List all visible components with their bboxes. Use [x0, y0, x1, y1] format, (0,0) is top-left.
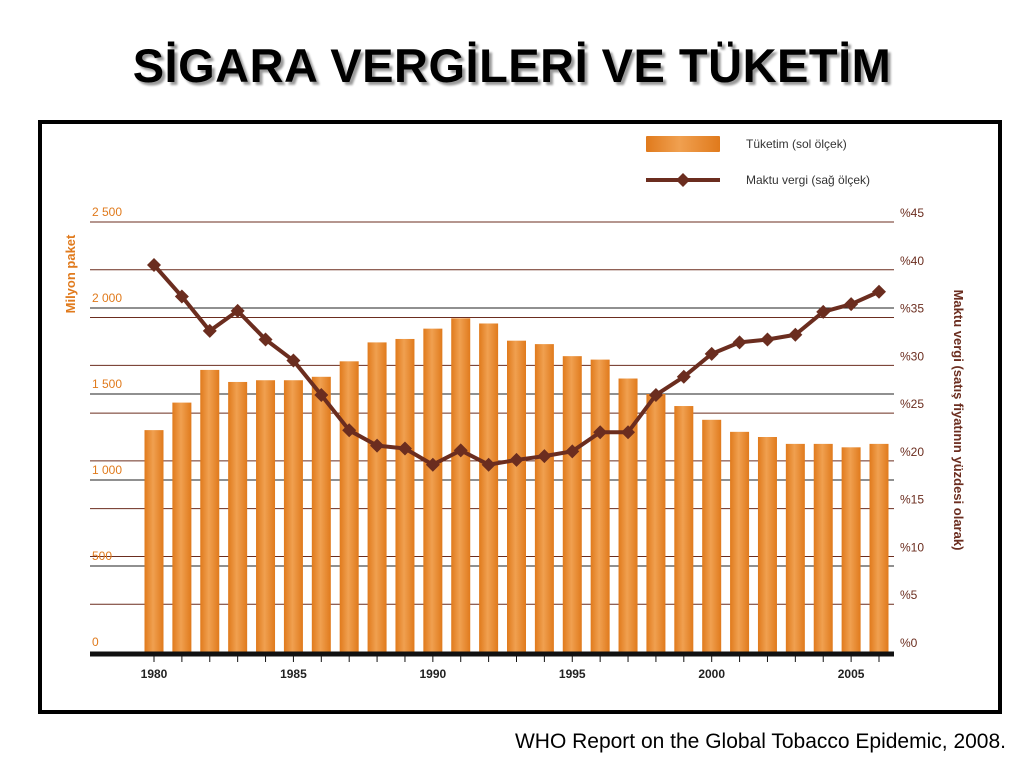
tax-point [258, 332, 273, 347]
bar [172, 402, 192, 652]
bar [590, 359, 610, 652]
tax-point [593, 425, 608, 440]
legend-bar-label: Tüketim (sol ölçek) [746, 137, 847, 151]
bar [841, 447, 861, 652]
legend: Tüketim (sol ölçek) Maktu vergi (sağ ölç… [646, 136, 870, 187]
left-tick-label: 2 000 [92, 291, 122, 305]
bar [674, 406, 694, 652]
grid-lines [90, 221, 894, 653]
bar-series [144, 318, 889, 652]
bar [507, 340, 526, 652]
left-tick-label: 1 500 [92, 377, 122, 391]
right-tick-label: %45 [900, 206, 924, 220]
bar [646, 394, 666, 652]
tax-point [342, 423, 357, 438]
tax-point [704, 346, 719, 361]
tax-point [202, 323, 217, 338]
bar [283, 380, 303, 652]
tax-point [453, 443, 468, 458]
bar [869, 443, 889, 652]
bar [534, 344, 554, 652]
bar [702, 419, 722, 652]
bar [757, 437, 777, 652]
bar [395, 338, 415, 652]
right-tick-label: %40 [900, 254, 924, 268]
tax-point [816, 304, 831, 319]
tax-point [732, 335, 747, 350]
tax-point [286, 353, 301, 368]
x-tick-label: 1995 [559, 667, 586, 681]
bar [813, 443, 833, 652]
tax-point [537, 449, 552, 464]
bar [200, 369, 220, 652]
tax-point [174, 289, 189, 304]
left-tick-label: 2 500 [92, 205, 122, 219]
bar [562, 356, 582, 652]
right-tick-label: %35 [900, 302, 924, 316]
bar [730, 431, 750, 652]
bar [228, 381, 248, 652]
tax-point [425, 457, 440, 472]
x-tick-label: 2005 [838, 667, 865, 681]
bar [256, 380, 276, 652]
line-series [147, 258, 886, 472]
right-tick-label: %0 [900, 636, 918, 650]
right-tick-label: %25 [900, 397, 924, 411]
bar [367, 342, 387, 652]
tax-point [230, 303, 245, 318]
x-tick-label: 1990 [419, 667, 446, 681]
source-note: WHO Report on the Global Tobacco Epidemi… [514, 730, 1006, 753]
tax-point [370, 438, 385, 453]
bar [144, 430, 164, 652]
slide-title: SİGARA VERGİLERİ VE TÜKETİM [132, 39, 892, 92]
tax-point [621, 425, 636, 440]
x-tick-label: 1980 [141, 667, 168, 681]
tax-point [314, 387, 329, 402]
right-tick-label: %30 [900, 349, 924, 363]
tax-point [481, 457, 496, 472]
tax-point [565, 444, 580, 459]
x-tick-label: 2000 [698, 667, 725, 681]
tax-point [872, 284, 886, 299]
bar [618, 378, 638, 652]
tax-point [844, 297, 859, 312]
tax-point [788, 327, 803, 342]
left-tick-label: 1 000 [92, 463, 122, 477]
bar [339, 361, 359, 652]
axes: 1980 1985 1990 1995 2000 2005 0 500 1 000 1 500 2 … [90, 205, 924, 681]
left-tick-label: 0 [92, 635, 99, 649]
bar [785, 443, 805, 652]
chart-frame: 1980 1985 1990 1995 2000 2005 0 500 1 000 1 500 2 … [38, 120, 1002, 714]
right-tick-label: %10 [900, 540, 924, 554]
tax-point [648, 387, 663, 402]
right-tick-label: %15 [900, 493, 924, 507]
right-tick-label: %5 [900, 588, 918, 602]
legend-line-marker [676, 173, 690, 187]
right-tick-label: %20 [900, 445, 924, 459]
tax-point [147, 258, 161, 272]
bar [451, 318, 471, 652]
tax-point [397, 441, 412, 456]
left-axis-label: Milyon paket [63, 234, 78, 313]
bar [311, 376, 331, 652]
x-tick-label: 1985 [280, 667, 307, 681]
right-axis-label: Maktu vergi (satış fiyatının yüzdesi ola… [951, 290, 966, 551]
tax-point [509, 452, 524, 467]
tax-point [676, 369, 691, 384]
legend-bar-swatch [646, 136, 720, 152]
left-tick-label: 500 [92, 549, 112, 563]
chart: 1980 1985 1990 1995 2000 2005 0 500 1 000 1 500 2 … [63, 136, 966, 681]
legend-line-label: Maktu vergi (sağ ölçek) [746, 173, 870, 187]
bar [423, 328, 443, 652]
tax-point [760, 332, 775, 347]
bar [479, 323, 499, 652]
